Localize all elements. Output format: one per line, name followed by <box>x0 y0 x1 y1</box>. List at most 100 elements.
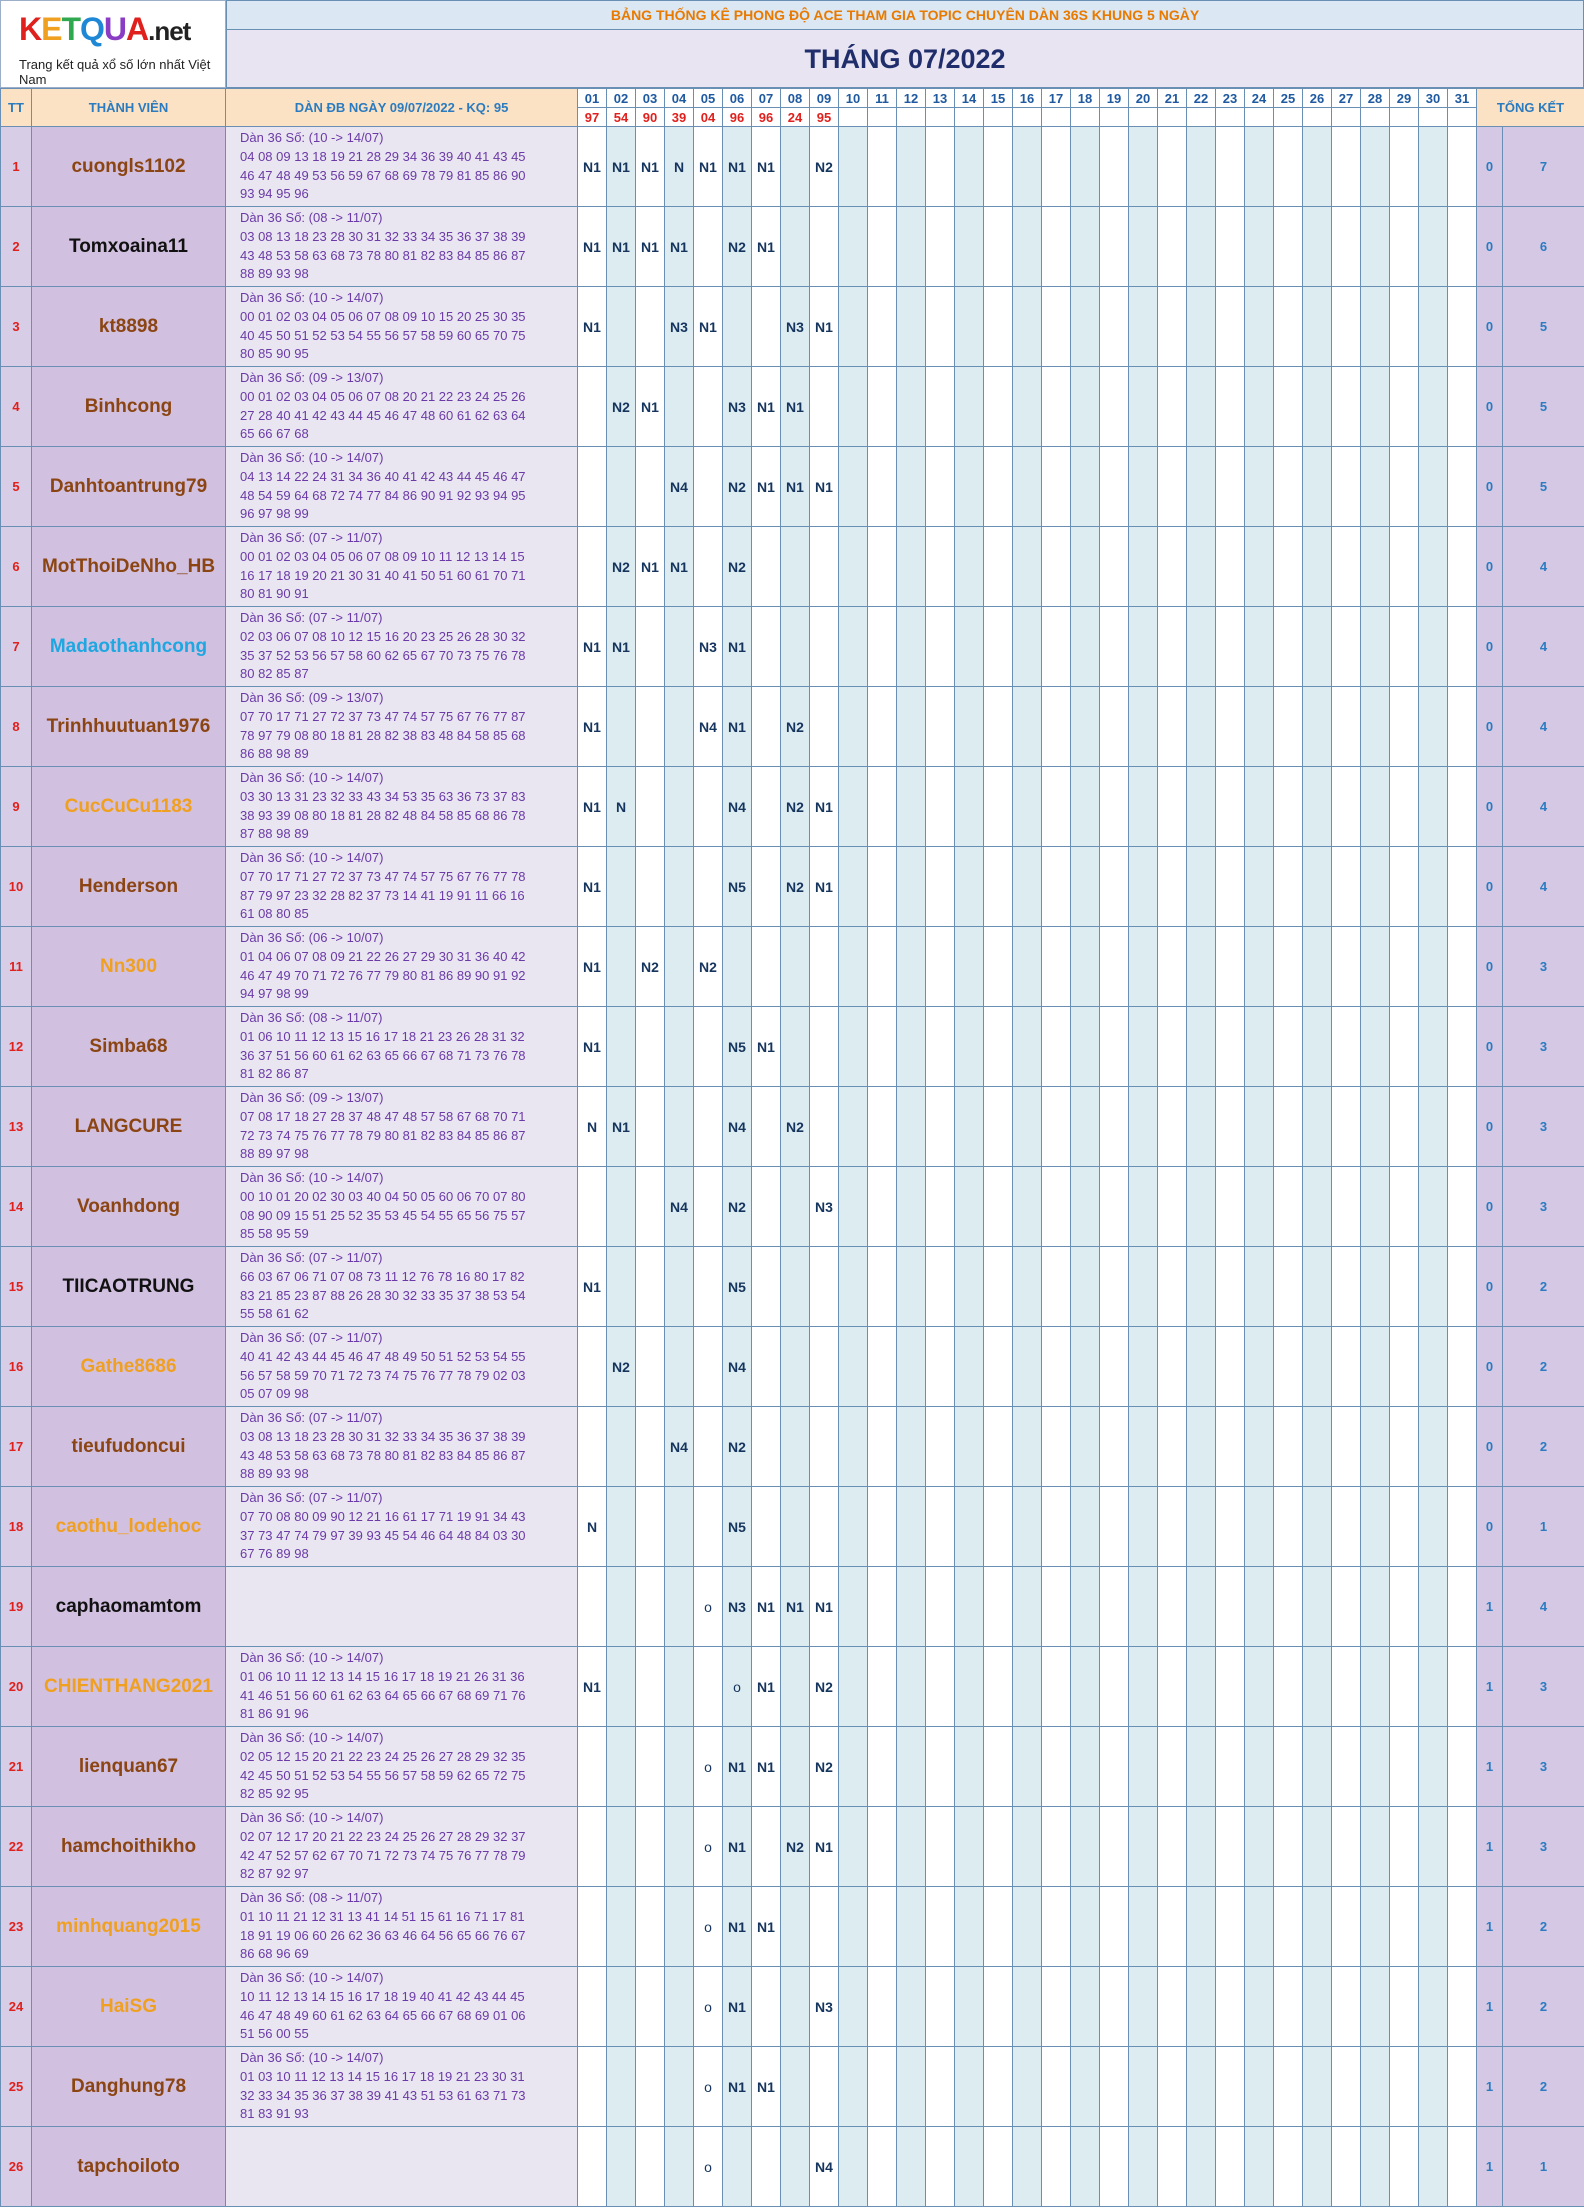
row-number: 18 <box>0 1486 32 1567</box>
member-name[interactable]: Nn300 <box>31 926 226 1007</box>
day-mark <box>1418 126 1448 207</box>
row-number: 21 <box>0 1726 32 1807</box>
day-mark <box>1157 766 1187 847</box>
member-name[interactable]: tieufudoncui <box>31 1406 226 1487</box>
member-name[interactable]: cuongls1102 <box>31 126 226 207</box>
dan-line: 07 70 08 80 09 90 12 21 16 61 17 71 19 9… <box>240 1508 526 1524</box>
day-mark <box>1244 366 1274 447</box>
member-name[interactable]: Danhtoantrung79 <box>31 446 226 527</box>
summary-first: 0 <box>1476 446 1503 527</box>
dan-numbers: Dàn 36 Số: (08 -> 11/07) 01 10 11 21 12 3… <box>225 1886 578 1967</box>
summary-first: 0 <box>1476 206 1503 287</box>
day-mark <box>635 1726 665 1807</box>
member-name[interactable]: Danghung78 <box>31 2046 226 2127</box>
day-mark <box>867 766 897 847</box>
day-mark: N1 <box>577 1246 607 1327</box>
dan-numbers: Dàn 36 Số: (08 -> 11/07) 03 08 13 18 23 2… <box>225 206 578 287</box>
day-mark <box>1012 1086 1042 1167</box>
day-mark <box>1273 1966 1303 2047</box>
member-name[interactable]: Trinhhuutuan1976 <box>31 686 226 767</box>
day-mark <box>1244 1886 1274 1967</box>
day-mark <box>954 846 984 927</box>
day-mark <box>1099 1326 1129 1407</box>
summary-first: 0 <box>1476 1486 1503 1567</box>
member-name[interactable]: Madaothanhcong <box>31 606 226 687</box>
day-mark: N3 <box>780 286 810 367</box>
day-mark <box>1215 526 1245 607</box>
day-mark <box>780 1246 810 1327</box>
member-name[interactable]: CucCuCu1183 <box>31 766 226 847</box>
dan-line: Dàn 36 Số: (10 -> 14/07) <box>240 850 384 866</box>
member-name[interactable]: lienquan67 <box>31 1726 226 1807</box>
member-name[interactable]: LANGCURE <box>31 1086 226 1167</box>
dan-line: 35 37 52 53 56 57 58 60 62 65 67 70 73 7… <box>240 647 526 663</box>
dan-line: 85 58 95 59 <box>240 1226 309 1242</box>
member-name[interactable]: Tomxoaina11 <box>31 206 226 287</box>
day-mark <box>1215 1326 1245 1407</box>
member-name[interactable]: TIICAOTRUNG <box>31 1246 226 1327</box>
day-mark <box>1360 926 1390 1007</box>
summary-first: 1 <box>1476 1726 1503 1807</box>
day-mark <box>809 526 839 607</box>
member-name[interactable]: caphaomamtom <box>31 1566 226 1647</box>
member-name[interactable]: minhquang2015 <box>31 1886 226 1967</box>
day-mark <box>809 1086 839 1167</box>
day-mark <box>1070 286 1100 367</box>
day-mark: N2 <box>722 206 752 287</box>
day-mark <box>1215 286 1245 367</box>
summary-total: 2 <box>1501 1966 1584 2047</box>
member-name[interactable]: Voanhdong <box>31 1166 226 1247</box>
member-name[interactable]: Simba68 <box>31 1006 226 1087</box>
day-mark <box>1157 1566 1187 1647</box>
dan-line: 88 89 93 98 <box>240 1466 309 1482</box>
day-mark: N1 <box>809 1806 839 1887</box>
day-mark <box>1215 1006 1245 1087</box>
member-name[interactable]: kt8898 <box>31 286 226 367</box>
day-mark <box>1070 606 1100 687</box>
member-name[interactable]: Gathe8686 <box>31 1326 226 1407</box>
member-name[interactable]: caothu_lodehoc <box>31 1486 226 1567</box>
logo[interactable]: KETQUA.net Trang kết quả xổ số lớn nhất … <box>0 0 226 88</box>
day-mark <box>983 1086 1013 1167</box>
member-name[interactable]: HaiSG <box>31 1966 226 2047</box>
day-header: 20 <box>1128 88 1158 108</box>
day-mark <box>1360 1246 1390 1327</box>
day-mark <box>1070 206 1100 287</box>
dan-line: 05 07 09 98 <box>240 1386 309 1402</box>
day-mark <box>954 1806 984 1887</box>
member-name[interactable]: hamchoithikho <box>31 1806 226 1887</box>
dan-line: 43 48 53 58 63 68 73 78 80 81 82 83 84 8… <box>240 1447 526 1463</box>
day-mark <box>1186 1806 1216 1887</box>
day-mark <box>635 1646 665 1727</box>
dan-numbers: Dàn 36 Số: (10 -> 14/07) 00 10 01 20 02 3… <box>225 1166 578 1247</box>
day-mark <box>1389 766 1419 847</box>
day-mark <box>838 1086 868 1167</box>
row-number: 8 <box>0 686 32 767</box>
dan-line: 82 87 92 97 <box>240 1866 309 1882</box>
day-mark <box>664 1006 694 1087</box>
day-result: 96 <box>722 107 752 127</box>
day-mark <box>1070 1006 1100 1087</box>
row-number: 10 <box>0 846 32 927</box>
day-mark <box>838 1246 868 1327</box>
day-mark <box>1157 686 1187 767</box>
day-mark <box>1128 1566 1158 1647</box>
member-name[interactable]: tapchoiloto <box>31 2126 226 2207</box>
member-name[interactable]: MotThoiDeNho_HB <box>31 526 226 607</box>
day-mark <box>954 2126 984 2207</box>
day-mark <box>1244 446 1274 527</box>
day-mark <box>1447 1406 1477 1487</box>
day-mark <box>1447 926 1477 1007</box>
day-mark <box>1418 1566 1448 1647</box>
day-mark <box>693 1086 723 1167</box>
day-mark <box>925 1886 955 1967</box>
day-mark <box>664 846 694 927</box>
day-mark <box>1418 1726 1448 1807</box>
member-name[interactable]: Henderson <box>31 846 226 927</box>
day-mark <box>1418 1326 1448 1407</box>
day-mark <box>577 2046 607 2127</box>
member-name[interactable]: CHIENTHANG2021 <box>31 1646 226 1727</box>
day-mark: N1 <box>577 126 607 207</box>
dan-line: Dàn 36 Số: (10 -> 14/07) <box>240 1650 384 1666</box>
member-name[interactable]: Binhcong <box>31 366 226 447</box>
